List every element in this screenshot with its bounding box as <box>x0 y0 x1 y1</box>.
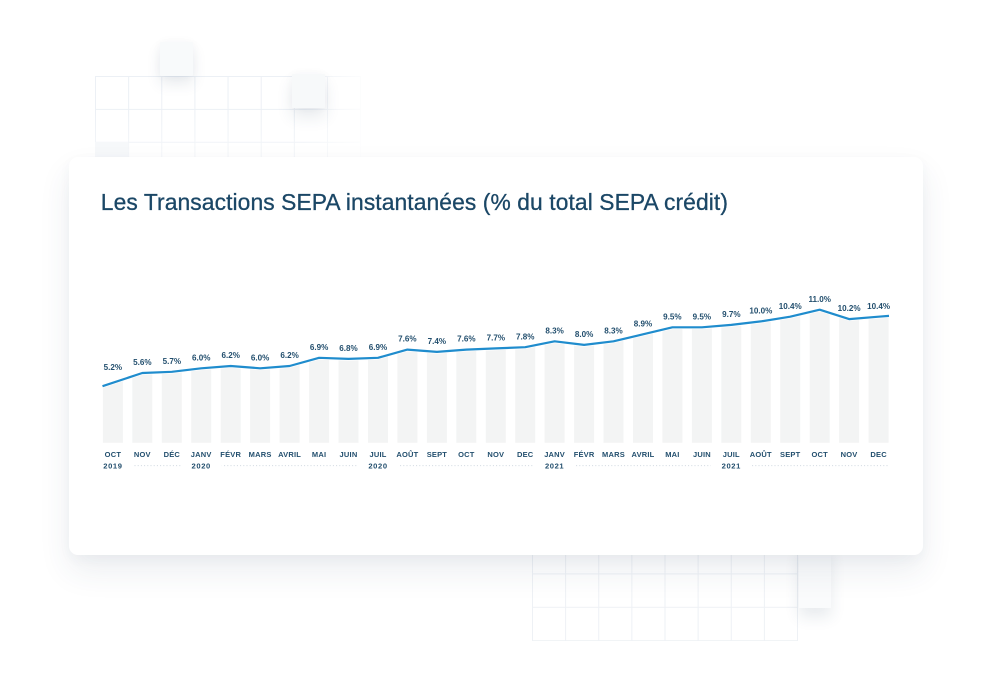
svg-text:OCT: OCT <box>105 450 122 459</box>
svg-text:6.2%: 6.2% <box>221 351 239 360</box>
svg-text:2019: 2019 <box>103 461 122 470</box>
svg-text:2021: 2021 <box>545 461 564 470</box>
svg-text:6.2%: 6.2% <box>280 351 298 360</box>
svg-text:10.4%: 10.4% <box>867 302 890 311</box>
svg-text:11.0%: 11.0% <box>808 295 831 304</box>
svg-text:OCT: OCT <box>811 450 828 459</box>
svg-text:MARS: MARS <box>602 450 625 459</box>
svg-text:NOV: NOV <box>134 450 151 459</box>
svg-text:7.8%: 7.8% <box>516 332 534 341</box>
svg-text:9.5%: 9.5% <box>663 312 681 321</box>
svg-text:2020: 2020 <box>192 461 211 470</box>
svg-text:7.6%: 7.6% <box>398 335 416 344</box>
svg-text:8.3%: 8.3% <box>545 326 563 335</box>
svg-text:AOÛT: AOÛT <box>396 450 418 459</box>
svg-text:2021: 2021 <box>722 461 741 470</box>
svg-text:JANV: JANV <box>191 450 212 459</box>
svg-text:7.6%: 7.6% <box>457 335 475 344</box>
svg-text:SEPT: SEPT <box>427 450 448 459</box>
svg-text:10.2%: 10.2% <box>838 304 861 313</box>
svg-text:MAI: MAI <box>665 450 679 459</box>
svg-text:DÉC: DÉC <box>164 450 181 459</box>
svg-text:7.7%: 7.7% <box>487 334 505 343</box>
svg-text:DEC: DEC <box>870 450 887 459</box>
svg-text:6.0%: 6.0% <box>192 353 210 362</box>
svg-text:10.0%: 10.0% <box>749 307 772 316</box>
svg-text:8.0%: 8.0% <box>575 330 593 339</box>
svg-text:6.8%: 6.8% <box>339 344 357 353</box>
svg-text:OCT: OCT <box>458 450 475 459</box>
svg-text:JUIL: JUIL <box>369 450 386 459</box>
svg-text:JUIL: JUIL <box>723 450 740 459</box>
svg-text:FÉVR: FÉVR <box>574 450 595 459</box>
svg-text:5.7%: 5.7% <box>163 357 181 366</box>
svg-text:8.3%: 8.3% <box>604 326 622 335</box>
svg-text:7.4%: 7.4% <box>428 337 446 346</box>
svg-text:AVRIL: AVRIL <box>632 450 655 459</box>
svg-text:NOV: NOV <box>841 450 858 459</box>
svg-text:MAI: MAI <box>312 450 326 459</box>
svg-text:5.2%: 5.2% <box>104 363 122 372</box>
svg-text:9.7%: 9.7% <box>722 310 740 319</box>
svg-text:DEC: DEC <box>517 450 534 459</box>
svg-text:9.5%: 9.5% <box>693 312 711 321</box>
svg-text:2020: 2020 <box>368 461 387 470</box>
svg-text:JUIN: JUIN <box>693 450 711 459</box>
svg-text:JANV: JANV <box>544 450 565 459</box>
svg-text:AOÛT: AOÛT <box>750 450 772 459</box>
svg-text:8.9%: 8.9% <box>634 319 652 328</box>
svg-text:SEPT: SEPT <box>780 450 801 459</box>
svg-text:NOV: NOV <box>487 450 504 459</box>
svg-text:MARS: MARS <box>249 450 272 459</box>
svg-text:5.6%: 5.6% <box>133 358 151 367</box>
svg-text:6.9%: 6.9% <box>369 343 387 352</box>
svg-text:AVRIL: AVRIL <box>278 450 301 459</box>
svg-text:10.4%: 10.4% <box>779 302 802 311</box>
svg-text:JUIN: JUIN <box>340 450 358 459</box>
svg-text:6.9%: 6.9% <box>310 343 328 352</box>
svg-text:FÉVR: FÉVR <box>220 450 241 459</box>
svg-text:6.0%: 6.0% <box>251 353 269 362</box>
